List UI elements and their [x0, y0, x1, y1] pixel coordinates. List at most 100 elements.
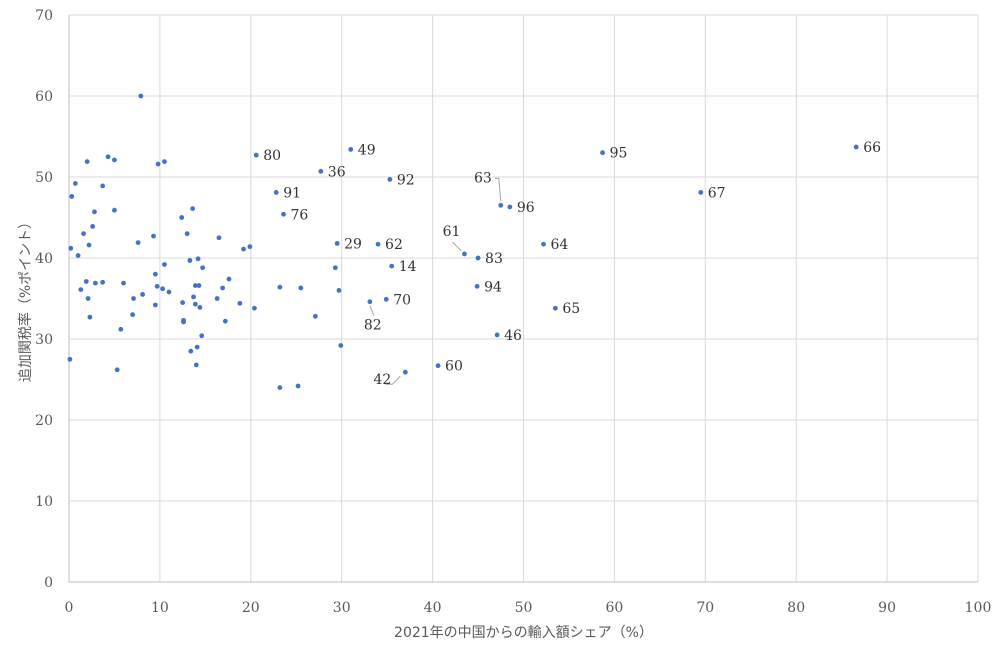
data-label: 49 — [358, 142, 376, 158]
data-point — [160, 286, 166, 292]
data-point — [195, 256, 201, 262]
data-point — [197, 305, 203, 310]
data-label: 42 — [374, 372, 392, 388]
data-point — [226, 276, 232, 282]
data-point — [131, 296, 136, 301]
y-tick-label: 20 — [35, 413, 53, 429]
data-point — [100, 183, 106, 189]
data-point — [85, 296, 91, 301]
y-tick-label: 0 — [44, 575, 53, 591]
data-point — [252, 305, 257, 311]
x-tick-label: 40 — [424, 600, 442, 616]
x-tick-label: 100 — [965, 600, 992, 616]
data-point — [75, 253, 81, 258]
data-point — [277, 284, 283, 290]
data-point — [100, 279, 106, 285]
data-point-labeled — [462, 251, 467, 257]
y-tick-label: 50 — [35, 170, 53, 186]
data-point — [184, 231, 190, 237]
data-point — [155, 161, 161, 167]
x-tick-label: 80 — [787, 600, 805, 616]
data-point-labeled — [389, 263, 395, 269]
data-point — [86, 242, 92, 248]
leader-line — [369, 305, 375, 316]
data-label: 94 — [484, 279, 502, 295]
data-point — [114, 367, 120, 373]
y-axis-title: 追加関税率（%ポイント） — [17, 215, 34, 382]
data-point-labeled — [474, 283, 480, 289]
data-point — [192, 283, 198, 288]
x-tick-label: 60 — [605, 600, 623, 616]
data-point-labeled — [475, 255, 481, 261]
data-point — [192, 301, 198, 307]
data-point — [188, 348, 194, 354]
data-point — [69, 194, 75, 199]
data-point — [138, 93, 144, 99]
data-label: 65 — [562, 301, 580, 317]
y-tick-label: 70 — [35, 8, 53, 24]
data-point — [193, 362, 199, 368]
data-label: 96 — [517, 200, 535, 216]
data-point-labeled — [600, 150, 605, 156]
data-label: 76 — [291, 207, 309, 223]
data-label: 83 — [485, 251, 503, 267]
x-tick-label: 90 — [878, 600, 896, 616]
data-point — [336, 288, 342, 293]
data-point — [214, 296, 220, 301]
data-point — [121, 280, 126, 286]
data-label: 82 — [364, 318, 382, 334]
data-point — [67, 356, 73, 362]
y-tick-label: 30 — [35, 332, 53, 348]
data-point — [112, 157, 117, 163]
data-point — [216, 235, 222, 241]
data-point-labeled — [318, 168, 324, 174]
data-label: 64 — [550, 237, 568, 253]
data-point — [87, 314, 93, 320]
axes — [68, 15, 978, 583]
x-tick-label: 0 — [65, 600, 74, 616]
data-point — [72, 181, 78, 186]
data-point-labeled — [383, 296, 389, 302]
data-point — [247, 244, 253, 250]
data-label: 14 — [399, 259, 417, 275]
data-point — [332, 265, 338, 271]
data-label: 46 — [504, 328, 522, 344]
data-point — [312, 313, 318, 319]
data-label: 61 — [443, 224, 461, 240]
data-label: 62 — [385, 237, 403, 253]
data-point — [152, 302, 158, 308]
data-point-labeled — [552, 305, 558, 311]
data-point-labeled — [853, 144, 859, 150]
data-point-labeled — [494, 332, 500, 338]
data-label: 60 — [445, 359, 463, 375]
y-tick-label: 10 — [35, 494, 53, 510]
data-label: 67 — [708, 185, 726, 201]
y-tick-label: 40 — [35, 251, 53, 267]
data-point-labeled — [375, 241, 381, 247]
leader-line — [494, 177, 502, 202]
x-tick-label: 70 — [696, 600, 714, 616]
x-tick-label: 10 — [151, 600, 169, 616]
data-point — [190, 206, 196, 211]
data-points — [67, 93, 859, 390]
data-point — [118, 326, 124, 332]
data-point — [338, 343, 344, 348]
y-tick-label: 60 — [35, 89, 53, 105]
x-tick-label: 30 — [333, 600, 351, 616]
tick-labels: 0 10 20 30 40 50 60 70 80 90 100 0 10 20 30 40 50 60 70 — [35, 8, 991, 616]
point-labels: 80 36 49 91 92 76 29 62 14 70 82 42 60 61 83 94 46 63 96 64… — [263, 140, 881, 388]
data-point — [140, 292, 146, 297]
data-point-labeled — [281, 211, 286, 217]
data-label: 36 — [328, 164, 346, 180]
data-point — [277, 385, 283, 390]
data-point — [83, 279, 89, 284]
data-point — [166, 289, 172, 295]
data-point-labeled — [498, 202, 504, 208]
data-point — [187, 258, 193, 263]
data-point — [241, 246, 246, 252]
grid-lines — [69, 14, 979, 582]
data-point — [162, 262, 167, 267]
data-point — [68, 245, 74, 251]
data-point-labeled — [367, 299, 373, 305]
